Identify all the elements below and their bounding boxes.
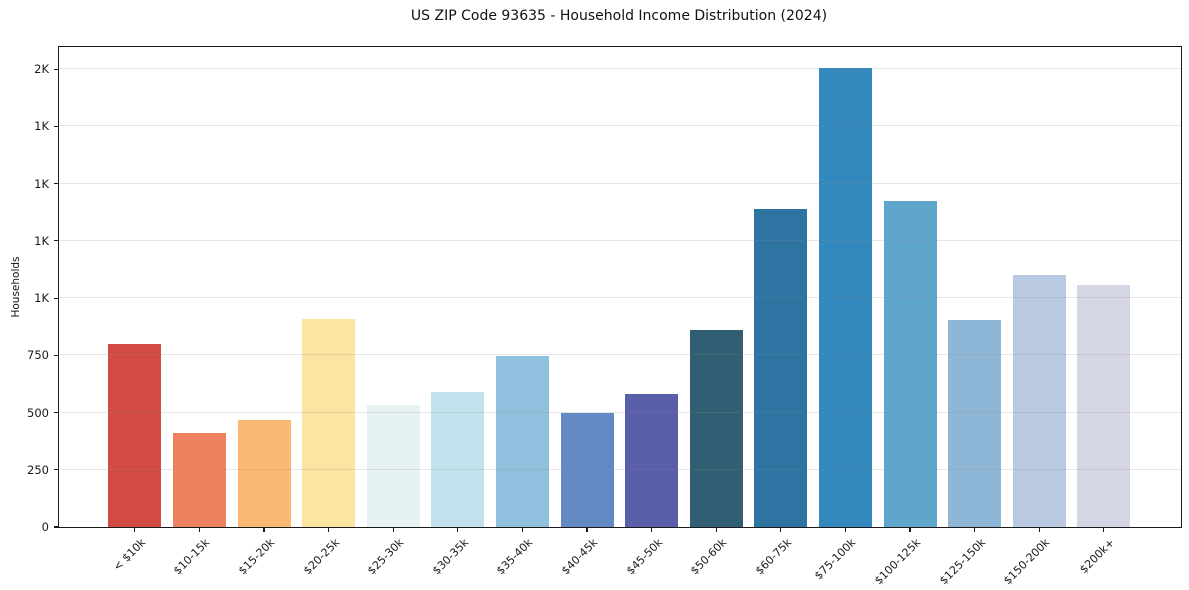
y-tick-label: 500 [27,405,49,420]
x-tick-mark [263,528,265,533]
x-tick-mark [134,528,136,533]
bar-11 [818,68,872,527]
x-tick-mark [909,528,911,533]
x-tick-mark [198,528,200,533]
bar-7 [560,412,614,527]
x-tick-label: $25-30k [365,536,407,578]
bar-1 [172,432,226,527]
y-tick-mark [53,354,58,356]
y-tick-mark [53,297,58,299]
gridline [59,297,1181,299]
bar-8 [625,394,679,527]
y-tick-mark [53,68,58,70]
gridline [59,411,1181,413]
bar-0 [108,344,162,527]
x-tick-label: $20-25k [300,536,342,578]
x-tick-mark [521,528,523,533]
x-tick-label: $125-150k [936,536,988,588]
gridline [59,68,1181,70]
gridline [59,125,1181,127]
y-tick-label: 1K [34,119,49,134]
x-tick-mark [651,528,653,533]
y-tick-mark [53,411,58,414]
y-tick-mark [53,240,58,242]
x-tick-label: $40-45k [558,536,601,578]
bar-5 [431,391,485,527]
bar-2 [237,419,291,527]
bar-3 [302,319,356,527]
x-tick-label: $60-75k [752,536,794,578]
x-tick-label: $35-40k [494,536,536,578]
x-tick-label: $75-100k [812,536,859,583]
y-tick-label: 1K [34,176,49,191]
bar-12 [883,201,937,527]
x-tick-label: $30-35k [429,536,471,578]
x-tick-label: $45-50k [623,536,665,578]
x-tick-mark [974,528,976,533]
y-axis-label: Households [10,256,22,318]
bar-9 [689,330,743,527]
gridline [59,354,1181,356]
plot-area [58,46,1182,528]
bar-10 [754,209,808,527]
x-tick-mark [1038,528,1040,533]
chart-title: US ZIP Code 93635 - Household Income Dis… [410,8,828,24]
x-tick-label: $100-125k [872,536,924,588]
x-tick-mark [780,528,782,533]
gridline [59,468,1181,470]
y-tick-mark [53,526,58,528]
x-tick-label: $150-200k [1001,536,1053,588]
x-tick-label: $50-60k [688,536,730,578]
bar-13 [948,319,1002,527]
bar-15 [1077,284,1131,527]
x-tick-label: < $10k [110,536,148,574]
bar-4 [366,405,420,527]
y-tick-mark [53,183,58,185]
bar-6 [495,356,549,527]
y-tick-label: 0 [41,520,49,534]
x-tick-label: $10-15k [171,536,213,578]
bar-14 [1012,274,1066,527]
y-tick-label: 1K [34,233,49,248]
x-tick-mark [844,528,846,533]
y-tick-label: 250 [27,462,49,477]
x-tick-label: $15-20k [235,536,278,578]
y-tick-label: 1K [34,291,49,306]
gridline [59,239,1181,241]
gridline [59,182,1181,184]
x-tick-mark [457,528,459,533]
x-tick-label: $200k+ [1076,536,1117,577]
y-tick-label: 750 [27,348,49,363]
x-tick-mark [1103,528,1105,533]
x-tick-mark [328,528,330,533]
x-tick-mark [715,528,717,533]
y-tick-mark [53,469,58,471]
x-tick-mark [586,528,588,533]
y-tick-label: 2K [34,62,49,77]
y-tick-mark [53,125,58,127]
x-tick-mark [392,528,394,533]
